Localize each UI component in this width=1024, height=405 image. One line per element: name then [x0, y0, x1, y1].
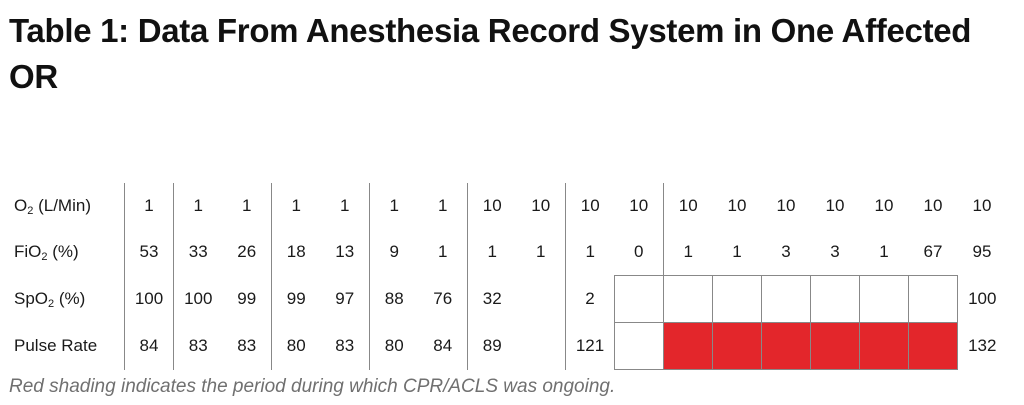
table-cell: 83: [320, 322, 370, 370]
table-cell: [516, 322, 566, 370]
table-row: O2 (L/Min) 1 1 1 1 1 1 1 10 10 10 10 10 10 10 10 10 10 10: [8, 183, 1007, 229]
row-label: Pulse Rate: [8, 322, 125, 370]
row-label-text: O: [14, 196, 28, 215]
row-label: FiO2 (%): [8, 229, 125, 276]
row-label-unit: (L/Min): [33, 196, 91, 215]
table-cell: 83: [222, 322, 272, 370]
table-cell: 10: [923, 196, 943, 215]
table-cell: 10: [580, 196, 600, 215]
table-cell: 1: [193, 196, 203, 215]
table-cell: 13: [320, 229, 370, 276]
table-cell: [761, 322, 811, 370]
table-cell: [663, 275, 713, 323]
table-cell: [859, 322, 909, 370]
table-cell: 32: [482, 289, 502, 308]
table-cell: 1: [683, 242, 693, 261]
table-cell: 132: [968, 336, 997, 355]
table-cell: [908, 275, 958, 323]
table-cell: 10: [972, 196, 992, 215]
table-cell: 76: [418, 275, 468, 323]
row-label-text: SpO: [14, 289, 49, 308]
table-cell: 1: [389, 196, 399, 215]
table-cell: 53: [124, 229, 174, 276]
table-cell: [614, 322, 664, 370]
table-cell: 10: [516, 183, 566, 229]
table-cell: 10: [874, 196, 894, 215]
table-cell: 88: [384, 289, 404, 308]
table-cell: 1: [418, 229, 468, 276]
table-cell: 10: [482, 196, 502, 215]
table-cell: 67: [923, 242, 943, 261]
table-cell: 10: [776, 196, 796, 215]
row-label-unit: (%): [47, 242, 79, 262]
table-cell: 99: [222, 275, 272, 323]
table-cell: 18: [286, 242, 306, 262]
table-cell: 95: [972, 242, 992, 262]
table-cell: 3: [830, 242, 840, 261]
table-cell: 80: [384, 336, 404, 355]
table-cell: 10: [614, 183, 664, 229]
table-cell: 83: [188, 336, 208, 355]
table-cell: 1: [222, 183, 272, 229]
table-cell: [516, 275, 566, 323]
row-label-subscript: 2: [41, 251, 48, 264]
table-cell: [761, 275, 811, 323]
table-cell: 100: [184, 289, 213, 308]
table-cell: 1: [585, 242, 595, 262]
table-cell: 26: [222, 229, 272, 276]
table-row: SpO2 (%) 100 100 99 99 97 88 76 32 2 100: [8, 275, 1007, 323]
table-cell: 89: [482, 336, 502, 355]
table-cell: 100: [124, 275, 174, 323]
table-cell: [810, 322, 860, 370]
table-cell: 33: [188, 242, 208, 262]
table-cell: 10: [825, 196, 845, 215]
table-cell: 100: [968, 289, 997, 308]
table-cell: 99: [286, 289, 306, 308]
table-cell: 84: [418, 322, 468, 370]
table-cell: 1: [291, 196, 301, 215]
table-cell: 1: [124, 183, 174, 229]
table-cell: [859, 275, 909, 323]
table-row: Pulse Rate 84 83 83 80 83 80 84 89 121 132: [8, 322, 1007, 370]
row-label: O2 (L/Min): [8, 183, 125, 229]
table-cell: 97: [320, 275, 370, 323]
table-caption: Red shading indicates the period during …: [9, 376, 616, 397]
row-label-subscript: 2: [27, 205, 34, 217]
table-cell: 1: [418, 183, 468, 229]
table-cell: [614, 275, 664, 323]
table-cell: 9: [389, 242, 399, 262]
row-label-subscript: 2: [48, 298, 55, 310]
table-cell: 121: [575, 336, 605, 355]
table-cell: 1: [879, 242, 889, 261]
row-label-text: Pulse Rate: [14, 336, 98, 355]
table-cell: [712, 322, 762, 370]
table-cell: [908, 322, 958, 370]
table-cell: 1: [732, 242, 742, 261]
table-cell: 1: [320, 183, 370, 229]
row-label-text: FiO: [14, 242, 42, 262]
table-cell: 10: [678, 196, 698, 215]
anesthesia-data-table: O2 (L/Min) 1 1 1 1 1 1 1 10 10 10 10 10 10 10 10 10 10 10 F…: [8, 183, 1007, 370]
table-cell: 0: [614, 229, 664, 276]
table-cell: 10: [727, 196, 747, 215]
table-cell: 80: [286, 336, 306, 355]
table-cell: 1: [487, 242, 497, 262]
table-cell: 2: [585, 289, 595, 308]
table-cell: [663, 322, 713, 370]
table-cell: [810, 275, 860, 323]
table-title: Table 1: Data From Anesthesia Record Sys…: [9, 12, 972, 95]
table-cell: 84: [124, 322, 174, 370]
table-row: FiO2 (%) 53 33 26 18 13 9 1 1 1 1 0 1 1 3 3 1 67 95: [8, 229, 1007, 276]
table-cell: [712, 275, 762, 323]
table-cell: 1: [516, 229, 566, 276]
table-cell: 3: [781, 242, 791, 261]
row-label-unit: (%): [54, 289, 86, 308]
row-label: SpO2 (%): [8, 275, 125, 323]
